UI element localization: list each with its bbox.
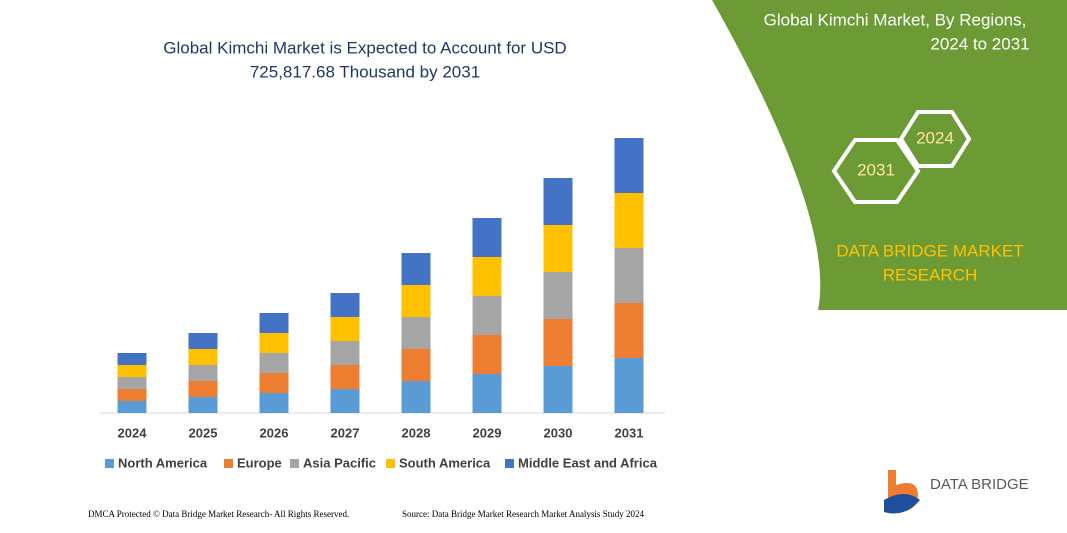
panel-title: Global Kimchi Market, By Regions, (764, 10, 1027, 29)
bar-segment (188, 397, 218, 413)
x-tick-label: 2025 (189, 425, 218, 440)
legend-label: North America (118, 455, 208, 470)
bar-segment (614, 248, 644, 303)
bar-segment (543, 225, 573, 272)
x-tick-label: 2024 (118, 425, 148, 440)
bar-segment (614, 193, 644, 248)
bar-segment (330, 317, 360, 341)
bar-segment (330, 341, 360, 365)
bar-segment (401, 381, 431, 413)
legend-label: Asia Pacific (303, 455, 376, 470)
chart-title: Global Kimchi Market is Expected to Acco… (163, 38, 566, 57)
brand-text: RESEARCH (883, 265, 977, 284)
bar-segment (259, 393, 289, 413)
bar-segment (117, 389, 147, 401)
brand-text: DATA BRIDGE MARKET (836, 241, 1023, 260)
bar-segment (543, 272, 573, 319)
bar-segment (472, 374, 502, 413)
bar-segment (188, 365, 218, 381)
bar-segment (401, 317, 431, 349)
hex-label: 2031 (857, 160, 895, 179)
bar-segment (259, 353, 289, 373)
logo-icon (884, 494, 920, 514)
bar-segment (259, 333, 289, 353)
bar-segment (472, 218, 502, 257)
hexagon (898, 110, 972, 168)
bar-segment (117, 365, 147, 377)
bar-segment (117, 353, 147, 365)
logo-text: DATA BRIDGE (930, 476, 1029, 493)
footer-right: Source: Data Bridge Market Research Mark… (402, 509, 644, 519)
bar-segment (259, 373, 289, 393)
bar-segment (330, 389, 360, 413)
footer-left: DMCA Protected © Data Bridge Market Rese… (88, 509, 349, 519)
bar-segment (117, 377, 147, 389)
bar-segment (543, 366, 573, 413)
legend-swatch (386, 459, 395, 468)
bar-segment (401, 349, 431, 381)
legend-swatch (290, 459, 299, 468)
bar-segment (330, 293, 360, 317)
x-tick-label: 2027 (331, 425, 360, 440)
legend-swatch (105, 459, 114, 468)
x-tick-label: 2030 (544, 425, 573, 440)
legend-label: Middle East and Africa (518, 455, 658, 470)
bar-segment (614, 138, 644, 193)
bar-segment (614, 303, 644, 358)
legend-label: Europe (237, 455, 282, 470)
bar-segment (330, 365, 360, 389)
bar-segment (401, 285, 431, 317)
bar-segment (259, 313, 289, 333)
bar-segment (472, 296, 502, 335)
legend-swatch (224, 459, 233, 468)
bar-segment (543, 319, 573, 366)
bar-segment (543, 178, 573, 225)
x-tick-label: 2026 (260, 425, 289, 440)
bar-segment (614, 358, 644, 413)
side-panel (712, 0, 1067, 310)
bar-segment (472, 335, 502, 374)
legend-label: South America (399, 455, 491, 470)
x-tick-label: 2031 (615, 425, 644, 440)
bar-segment (188, 333, 218, 349)
hexagon (831, 138, 921, 204)
hex-label: 2024 (916, 128, 954, 147)
bar-segment (188, 349, 218, 365)
panel-title: 2024 to 2031 (930, 34, 1029, 53)
bar-segment (117, 401, 147, 413)
legend-swatch (505, 459, 514, 468)
chart-title: 725,817.68 Thousand by 2031 (250, 62, 480, 81)
x-tick-label: 2028 (402, 425, 431, 440)
x-tick-label: 2029 (473, 425, 502, 440)
bar-segment (401, 253, 431, 285)
bar-segment (472, 257, 502, 296)
bar-segment (188, 381, 218, 397)
